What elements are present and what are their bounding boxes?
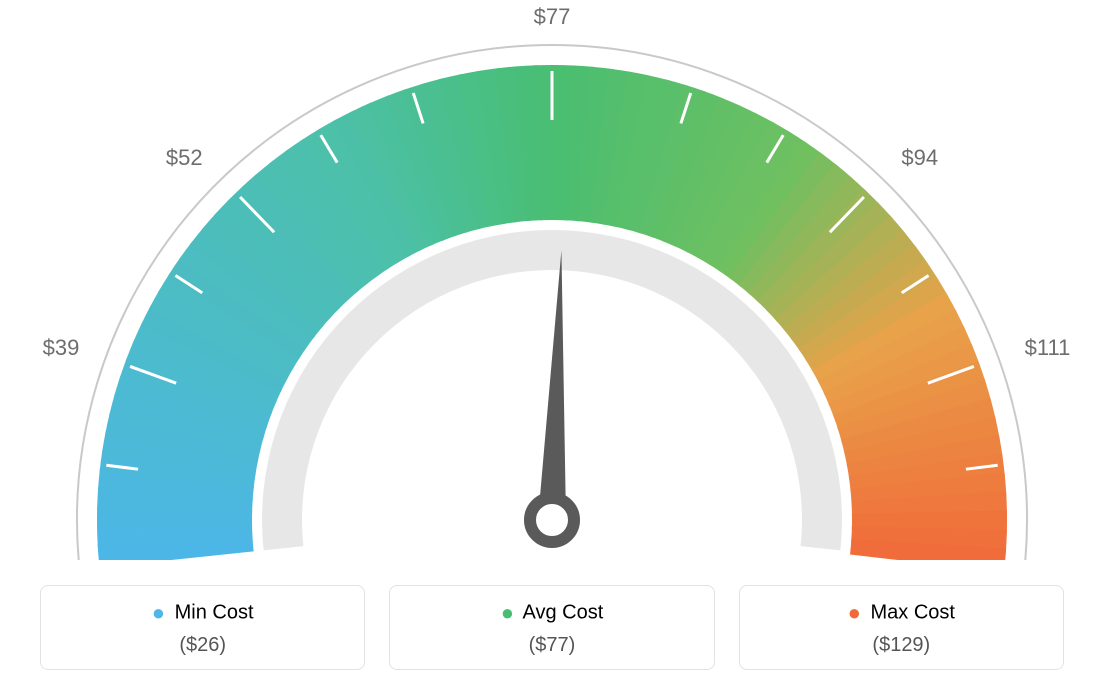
legend-min-value: ($26) (51, 634, 354, 657)
gauge-svg: $26$39$52$77$94$111$129 (0, 0, 1104, 560)
tick-label: $52 (166, 145, 203, 170)
needle-hub (530, 498, 574, 542)
needle (538, 250, 566, 520)
legend-avg: ● Avg Cost ($77) (389, 585, 714, 670)
legend-min: ● Min Cost ($26) (40, 585, 365, 670)
legend-max-text: Max Cost (871, 601, 955, 623)
bullet-min: ● (152, 600, 165, 625)
tick-label: $111 (1025, 335, 1071, 360)
legend-avg-value: ($77) (400, 634, 703, 657)
bullet-avg: ● (501, 600, 514, 625)
legend-max: ● Max Cost ($129) (739, 585, 1064, 670)
tick-label: $39 (43, 335, 80, 360)
legend-row: ● Min Cost ($26) ● Avg Cost ($77) ● Max … (40, 585, 1064, 670)
legend-min-text: Min Cost (175, 601, 254, 623)
legend-max-label: ● Max Cost (750, 600, 1053, 626)
legend-avg-text: Avg Cost (522, 601, 603, 623)
bullet-max: ● (848, 600, 861, 625)
legend-min-label: ● Min Cost (51, 600, 354, 626)
chart-container: $26$39$52$77$94$111$129 ● Min Cost ($26)… (0, 0, 1104, 690)
legend-avg-label: ● Avg Cost (400, 600, 703, 626)
tick-label: $77 (534, 4, 571, 29)
legend-max-value: ($129) (750, 634, 1053, 657)
tick-label: $94 (901, 145, 938, 170)
gauge-area: $26$39$52$77$94$111$129 (0, 0, 1104, 560)
